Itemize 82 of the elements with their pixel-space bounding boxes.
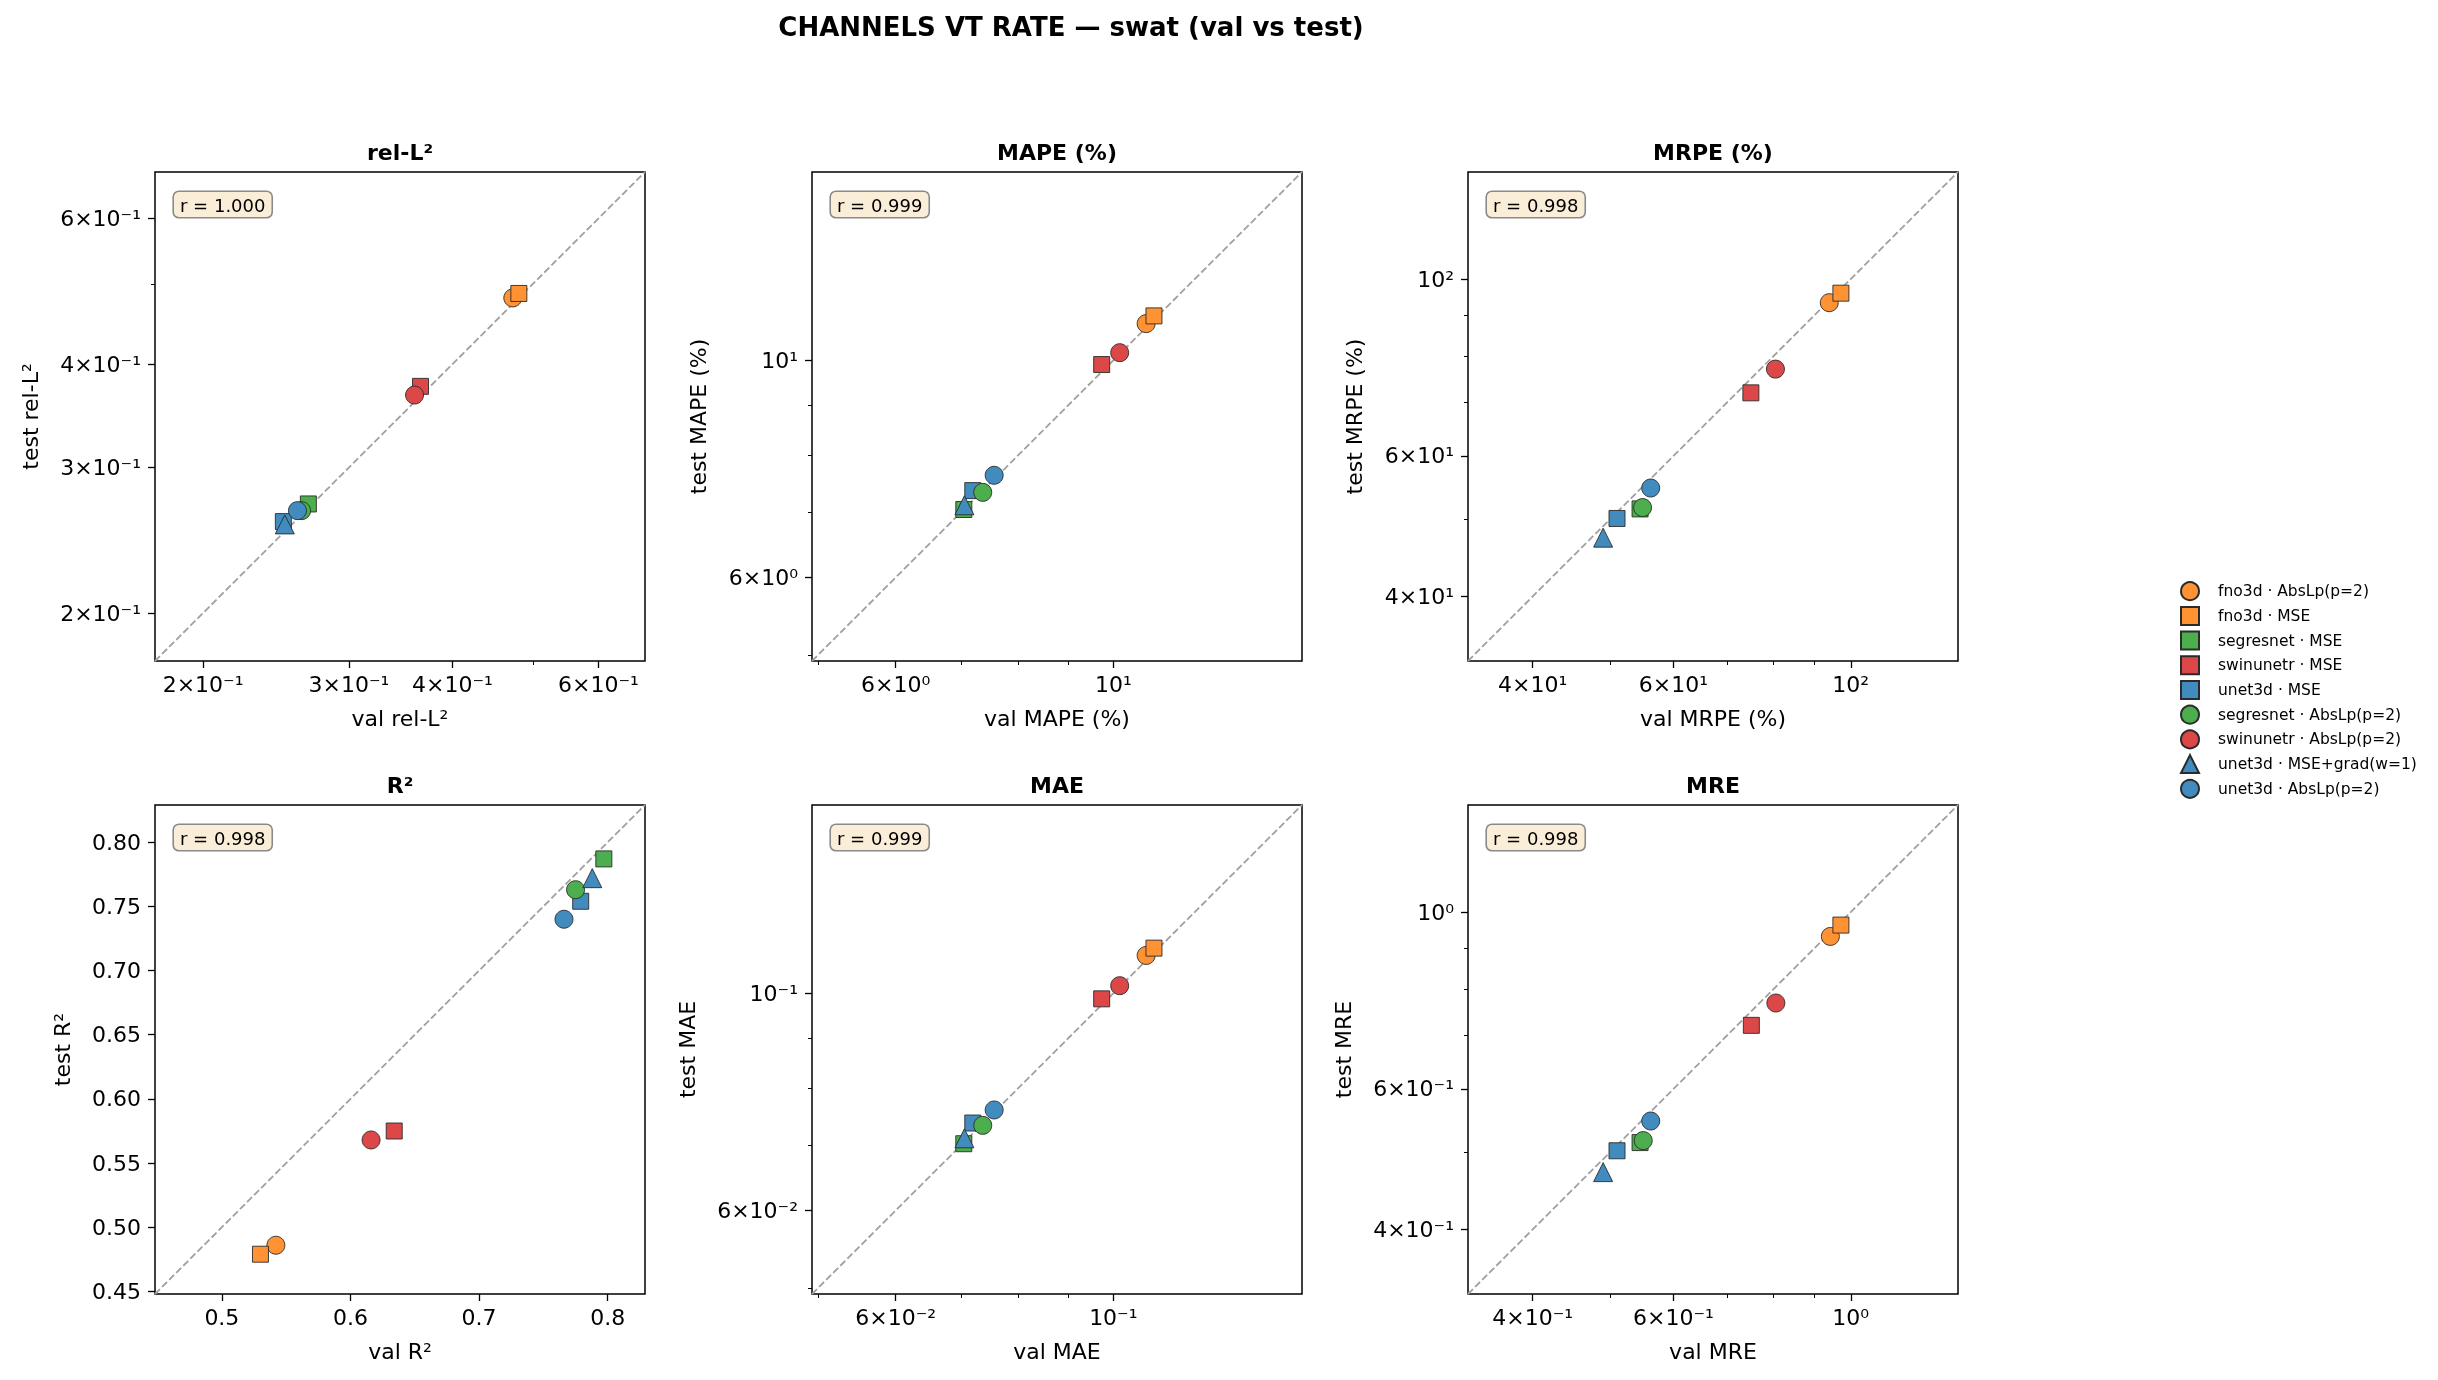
y-tick-label: 4×10⁻¹ <box>1373 1216 1454 1242</box>
legend-label: fno3d · MSE <box>2218 606 2311 625</box>
x-tick-label: 6×10¹ <box>1638 671 1709 697</box>
y-tick-label: 0.70 <box>92 957 141 983</box>
x-tick-label: 2×10⁻¹ <box>162 671 244 697</box>
legend-label: unet3d · MSE+grad(w=1) <box>2218 755 2417 774</box>
annotation: r = 1.000 <box>180 194 266 216</box>
annotation: r = 0.998 <box>180 827 266 848</box>
point <box>595 849 613 867</box>
x-tick-label: 4×10⁻¹ <box>412 671 493 697</box>
x-tick-label: 4×10⁻¹ <box>1492 1304 1574 1329</box>
y-tick-label: 6×10⁻¹ <box>60 206 141 232</box>
y-tick-label: 3×10⁻¹ <box>60 454 141 480</box>
y-axis-title: test MAE <box>674 1000 700 1098</box>
y-tick-label: 6×10⁻¹ <box>1373 1075 1454 1101</box>
x-tick-label: 0.5 <box>204 1304 240 1329</box>
point <box>566 879 585 899</box>
y-axis-title: test rel-L² <box>17 363 43 470</box>
x-axis-title: val MAPE (%) <box>983 705 1130 731</box>
chart-title: MAE <box>1029 772 1084 797</box>
point <box>554 909 574 929</box>
x-tick-label: 6×10⁻¹ <box>557 671 639 697</box>
x-axis-title: val rel-L² <box>351 705 449 731</box>
chart-title: MRE <box>1686 772 1740 797</box>
point <box>266 1235 286 1255</box>
y-tick-label: 6×10¹ <box>1384 443 1454 469</box>
y-tick-label: 4×10¹ <box>1384 583 1454 609</box>
legend-label: fno3d · AbsLp(p=2) <box>2218 582 2370 601</box>
x-axis-title: val MRPE (%) <box>1639 705 1787 731</box>
legend-label: segresnet · AbsLp(p=2) <box>2218 705 2402 724</box>
x-tick-label: 10⁰ <box>1832 1304 1870 1329</box>
chart-title: MAPE (%) <box>996 139 1117 165</box>
y-tick-label: 6×10⁻² <box>716 1197 798 1223</box>
x-axis-title: val MRE <box>1669 1338 1757 1363</box>
point <box>252 1245 269 1263</box>
annotation: r = 0.998 <box>1493 827 1579 848</box>
point <box>582 867 603 888</box>
y-tick-label: 0.60 <box>92 1085 141 1111</box>
y-tick-label: 0.55 <box>92 1150 141 1176</box>
x-tick-label: 4×10¹ <box>1498 671 1568 697</box>
y-tick-label: 10¹ <box>760 347 798 373</box>
x-tick-label: 6×10⁻² <box>854 1304 936 1329</box>
y-axis-title: test MRE <box>1330 1000 1356 1098</box>
x-tick-label: 10⁻¹ <box>1088 1304 1138 1329</box>
legend-label: unet3d · AbsLp(p=2) <box>2218 779 2380 798</box>
y-axis-title: test MRPE (%) <box>1342 338 1368 495</box>
x-axis-title: val R² <box>368 1338 432 1363</box>
x-axis-title: val MAE <box>1012 1338 1101 1363</box>
y-tick-label: 0.50 <box>92 1214 141 1240</box>
x-tick-label: 3×10⁻¹ <box>308 671 390 697</box>
x-tick-label: 6×10⁰ <box>860 671 930 697</box>
y-axis-title: test R² <box>49 1012 75 1086</box>
annotation: r = 0.999 <box>836 827 922 848</box>
x-tick-label: 6×10⁻¹ <box>1633 1304 1714 1329</box>
y-tick-label: 0.45 <box>92 1278 141 1304</box>
y-tick-label: 10² <box>1417 266 1454 292</box>
text: CHANNELS VT RATE — swat (val vs test) <box>778 12 1364 42</box>
point <box>361 1130 381 1149</box>
x-tick-label: 0.6 <box>332 1304 368 1329</box>
legend-label: swinunetr · AbsLp(p=2) <box>2218 730 2402 749</box>
x-tick-label: 10¹ <box>1094 671 1132 697</box>
y-tick-label: 0.80 <box>92 829 141 855</box>
y-tick-label: 6×10⁰ <box>728 564 798 590</box>
annotation: r = 0.999 <box>836 194 922 216</box>
y-tick-label: 4×10⁻¹ <box>60 351 141 377</box>
chart-title: R² <box>386 772 414 797</box>
point <box>385 1122 403 1139</box>
y-tick-label: 10⁰ <box>1417 899 1455 925</box>
legend-label: segresnet · MSE <box>2218 631 2343 650</box>
y-tick-label: 10⁻¹ <box>749 980 798 1006</box>
y-tick-label: 2×10⁻¹ <box>60 600 141 626</box>
chart-title: rel-L² <box>366 139 434 165</box>
x-tick-label: 0.7 <box>461 1304 497 1329</box>
y-tick-label: 0.65 <box>92 1021 141 1047</box>
annotation: r = 0.998 <box>1493 194 1579 216</box>
legend-label: swinunetr · MSE <box>2218 656 2343 675</box>
x-tick-label: 10² <box>1832 671 1870 697</box>
y-axis-title: test MAPE (%) <box>685 338 711 495</box>
chart-title: MRPE (%) <box>1653 139 1773 165</box>
x-tick-label: 0.8 <box>590 1304 626 1329</box>
y-tick-label: 0.75 <box>92 893 141 919</box>
legend-label: unet3d · MSE <box>2218 681 2321 699</box>
